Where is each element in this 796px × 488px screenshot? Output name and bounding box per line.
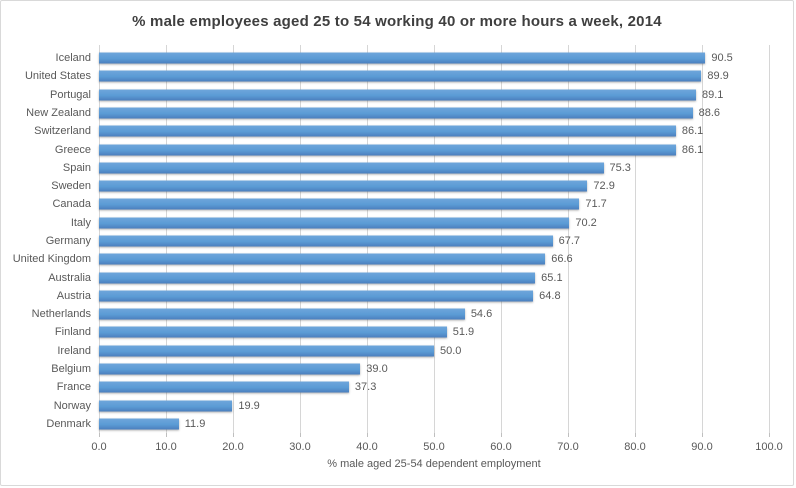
gridline xyxy=(635,45,636,433)
category-label: Sweden xyxy=(51,180,91,193)
bar xyxy=(99,272,536,284)
x-axis-tick-mark xyxy=(702,433,703,437)
bar xyxy=(99,290,534,302)
category-label: Portugal xyxy=(50,88,91,101)
gridline xyxy=(568,45,569,433)
bar xyxy=(99,107,693,119)
bar xyxy=(99,418,179,430)
bar xyxy=(99,217,570,229)
value-label: 86.1 xyxy=(681,143,704,156)
x-axis-tick-label: 20.0 xyxy=(222,441,244,453)
category-label: Greece xyxy=(54,143,91,156)
bar xyxy=(99,363,361,375)
value-label: 51.9 xyxy=(452,326,475,339)
bar xyxy=(99,70,702,82)
bar xyxy=(99,52,706,64)
value-label: 90.5 xyxy=(711,52,733,65)
category-label: Denmark xyxy=(46,417,91,430)
x-axis-tick-label: 80.0 xyxy=(624,441,646,453)
x-axis-tick-label: 50.0 xyxy=(423,441,445,453)
x-axis-tick-mark xyxy=(233,433,234,437)
value-label: 88.6 xyxy=(698,107,721,119)
value-label: 70.2 xyxy=(575,216,597,229)
category-label: Belgium xyxy=(51,363,91,375)
x-axis-tick-mark xyxy=(99,433,100,437)
value-label: 66.6 xyxy=(551,253,573,266)
x-axis-tick-label: 90.0 xyxy=(691,441,713,453)
x-axis-tick-mark xyxy=(434,433,435,437)
category-label: Spain xyxy=(62,161,91,174)
value-label: 37.3 xyxy=(354,381,377,394)
bar xyxy=(99,144,676,156)
x-axis-title: % male aged 25-54 dependent employment xyxy=(327,458,541,470)
x-axis-tick-mark xyxy=(300,433,301,437)
value-label: 72.9 xyxy=(593,180,615,193)
category-label: Norway xyxy=(53,399,91,412)
bar xyxy=(99,198,580,210)
x-axis-tick-mark xyxy=(166,433,167,437)
value-label: 71.7 xyxy=(585,198,607,211)
x-axis-tick-mark xyxy=(367,433,368,437)
bar xyxy=(99,162,604,174)
bar xyxy=(99,381,349,393)
value-label: 89.1 xyxy=(701,88,724,101)
bar xyxy=(99,400,233,412)
bar xyxy=(99,308,465,320)
bar xyxy=(99,253,546,265)
category-label: United States xyxy=(24,70,91,83)
x-axis-tick-mark xyxy=(635,433,636,437)
chart-title: % male employees aged 25 to 54 working 4… xyxy=(132,13,662,30)
bar xyxy=(99,125,676,137)
category-label: Austria xyxy=(56,289,91,302)
value-label: 50.0 xyxy=(440,344,462,357)
category-label: France xyxy=(56,381,91,394)
x-axis-tick-label: 40.0 xyxy=(356,441,378,453)
value-label: 75.3 xyxy=(609,161,631,174)
x-axis-tick-mark xyxy=(769,433,770,437)
bar xyxy=(99,180,588,192)
value-label: 65.1 xyxy=(541,271,563,284)
x-axis-tick-label: 60.0 xyxy=(490,441,512,453)
category-label: United Kingdom xyxy=(12,253,91,266)
value-label: 19.9 xyxy=(238,399,260,412)
category-label: Italy xyxy=(70,216,91,229)
category-label: Germany xyxy=(45,235,91,247)
bar-rows: Iceland 90.5 United States 89.9 Portugal 89.1… xyxy=(13,49,769,433)
bar xyxy=(99,345,434,357)
category-label: Ireland xyxy=(57,344,91,357)
x-axis-tick-mark xyxy=(568,433,569,437)
x-axis-tick-label: 30.0 xyxy=(289,441,311,453)
category-label: Switzerland xyxy=(34,125,91,138)
value-label: 64.8 xyxy=(539,289,561,302)
x-axis-tick-label: 100.0 xyxy=(755,441,783,453)
bar xyxy=(99,89,696,101)
value-label: 11.9 xyxy=(184,417,206,430)
x-axis-tick-label: 10.0 xyxy=(155,441,177,453)
category-label: Finland xyxy=(54,326,91,339)
category-label: Netherlands xyxy=(31,308,91,321)
gridline xyxy=(769,45,770,433)
value-label: 89.9 xyxy=(707,70,729,83)
x-axis-tick-label: 0.0 xyxy=(91,441,107,453)
value-label: 67.7 xyxy=(558,235,580,247)
gridline xyxy=(702,45,703,433)
value-label: 54.6 xyxy=(470,308,493,321)
category-label: Canada xyxy=(52,198,91,211)
value-label: 86.1 xyxy=(681,125,704,138)
x-axis-tick-label: 70.0 xyxy=(557,441,579,453)
category-label: New Zealand xyxy=(26,107,91,119)
bar xyxy=(99,235,553,247)
bar xyxy=(99,326,447,338)
x-axis-tick-mark xyxy=(501,433,502,437)
value-label: 39.0 xyxy=(366,363,388,375)
category-label: Australia xyxy=(48,271,91,284)
plot-area: 0.0 10.0 20.0 30.0 40.0 50.0 60.0 70.0 80.0 90.0 1… xyxy=(13,45,783,453)
category-label: Iceland xyxy=(55,52,91,65)
